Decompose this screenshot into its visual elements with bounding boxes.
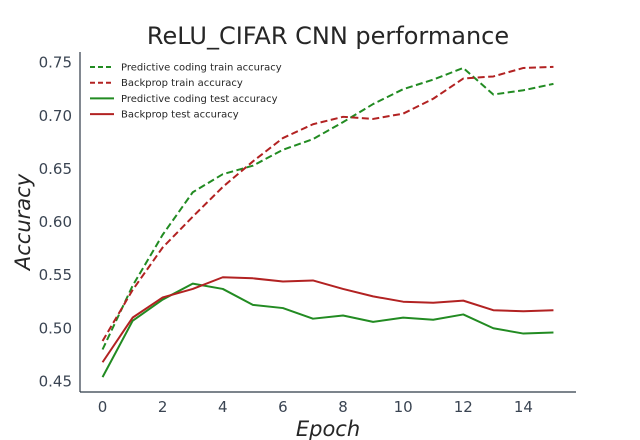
y-tick-label: 0.60	[39, 213, 72, 231]
axes: 0 2 4 6 8 10 12 14 0.45 0.50 0.55 0.60 0.65 0.70 0.75	[39, 52, 576, 416]
y-axis-label: Accuracy	[11, 173, 35, 272]
legend: Predictive coding train accuracy Backprop…	[90, 63, 282, 121]
x-axis-label: Epoch	[296, 417, 360, 440]
x-tick-label: 14	[514, 398, 533, 416]
series-line-3	[101, 276, 554, 363]
y-tick-label: 0.75	[39, 54, 72, 72]
x-tick-label: 10	[394, 398, 413, 416]
series-line-2	[101, 282, 554, 378]
y-tick-label: 0.45	[39, 372, 72, 390]
x-tick-label: 4	[218, 398, 228, 416]
chart-title: ReLU_CIFAR CNN performance	[147, 22, 509, 50]
legend-label-1: Backprop train accuracy	[121, 78, 243, 89]
series-line-0	[101, 66, 554, 350]
x-tick-label: 6	[278, 398, 288, 416]
legend-label-3: Backprop test accuracy	[121, 110, 239, 121]
legend-label-2: Predictive coding test accuracy	[121, 94, 278, 105]
x-tick-label: 8	[338, 398, 348, 416]
x-tick-label: 0	[98, 398, 108, 416]
series-line-1	[101, 65, 554, 342]
x-tick-label: 12	[454, 398, 473, 416]
y-tick-label: 0.50	[39, 319, 72, 337]
y-tick-label: 0.70	[39, 107, 72, 125]
legend-label-0: Predictive coding train accuracy	[121, 63, 282, 74]
series-lines	[101, 65, 554, 378]
y-tick-label: 0.55	[39, 266, 72, 284]
x-tick-label: 2	[158, 398, 168, 416]
y-tick-label: 0.65	[39, 160, 72, 178]
